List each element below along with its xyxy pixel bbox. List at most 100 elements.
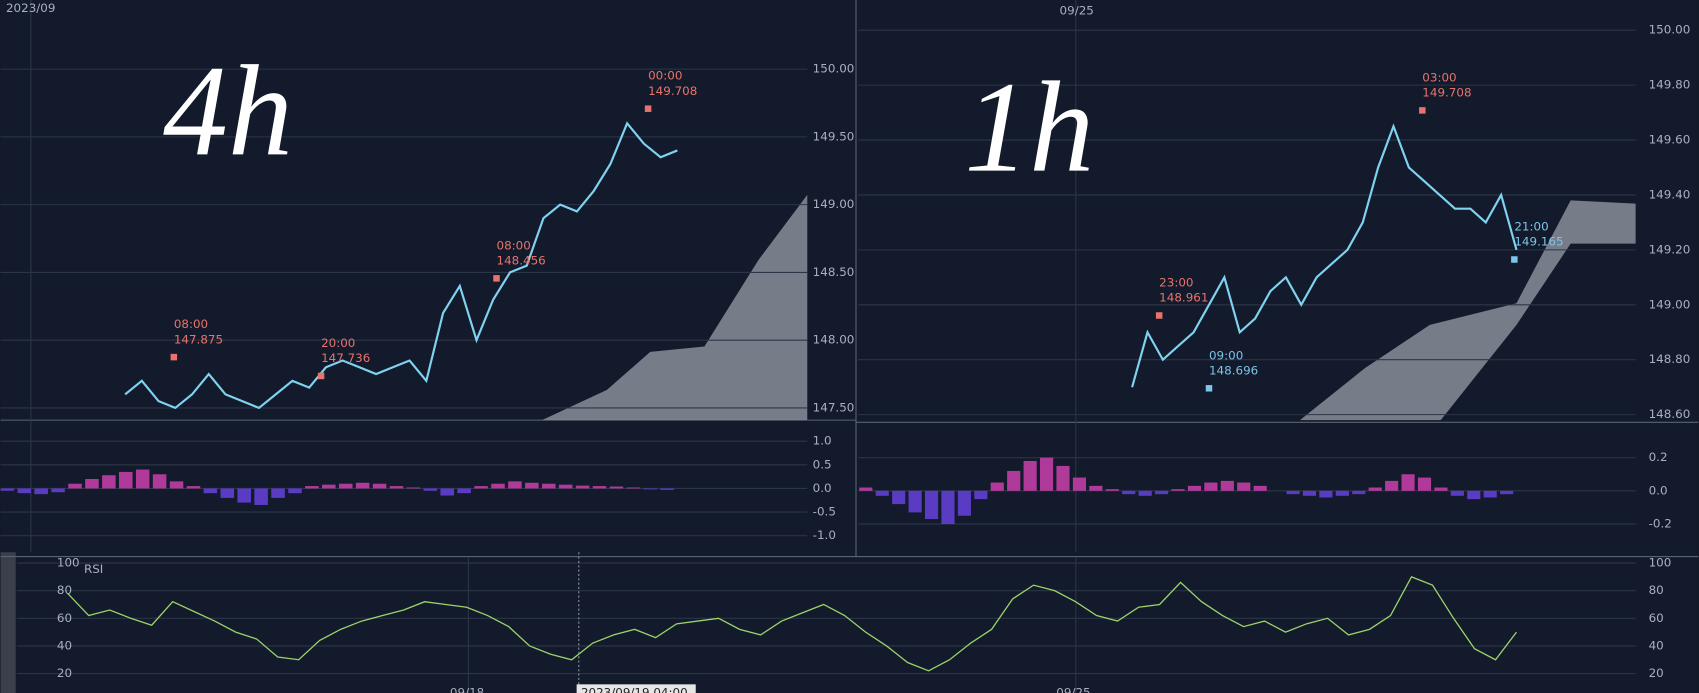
y-tick-label: 149.00 (813, 197, 855, 211)
annotation-time: 23:00 (1159, 276, 1193, 290)
date-label: 2023/09 (6, 1, 55, 15)
macd-bar (1483, 490, 1497, 498)
macd-bar (1220, 480, 1234, 491)
macd-bar (102, 475, 116, 489)
y-tick-label: -1.0 (813, 528, 836, 542)
handwriting: 1h (964, 56, 1094, 200)
y-tick-label: 148.60 (1649, 407, 1691, 421)
annotation-price: 148.961 (1159, 291, 1208, 305)
macd-bar (1500, 490, 1514, 495)
annotation-marker (1419, 107, 1426, 114)
macd-bar (626, 487, 641, 489)
macd-bar (51, 488, 65, 493)
annotation-marker (317, 372, 325, 380)
macd-bar (1385, 480, 1399, 491)
annotation-marker (1205, 385, 1213, 392)
macd-bar (1401, 474, 1415, 491)
annotation-marker (493, 275, 500, 282)
macd-bar (169, 481, 184, 489)
macd-bar (152, 474, 167, 489)
macd-bar (1319, 490, 1333, 498)
macd-bar (859, 487, 873, 491)
y-tick-label: 100 (57, 556, 80, 570)
macd-bar (68, 483, 82, 489)
x-label: 2023/09/19 04:00 (581, 685, 688, 693)
annotation-time: 21:00 (1514, 220, 1548, 234)
macd-bar (660, 488, 674, 490)
annotation-price: 148.696 (1209, 363, 1258, 377)
y-tick-label: 40 (57, 638, 72, 652)
macd-bar (941, 490, 955, 525)
y-tick-label: 60 (1649, 611, 1664, 625)
macd-bar (491, 483, 505, 489)
macd-bar (1253, 485, 1267, 491)
annotation-price: 149.708 (1422, 86, 1471, 100)
macd-bar (1450, 490, 1464, 496)
macd-bar (34, 488, 48, 495)
macd-bar (1171, 489, 1185, 491)
macd-bar (1286, 490, 1300, 495)
macd-bar (592, 486, 607, 489)
y-tick-label: 60 (57, 611, 72, 625)
macd-bar (908, 490, 922, 513)
y-tick-label: 20 (57, 666, 72, 680)
macd-bar (1155, 490, 1169, 495)
y-tick-label: 149.40 (1649, 187, 1691, 201)
macd-bar (1023, 460, 1037, 491)
annotation-time: 20:00 (321, 336, 355, 350)
macd-bar (875, 490, 889, 496)
y-tick-label: 149.60 (1649, 133, 1691, 147)
macd-bar (609, 486, 624, 489)
x-label: 09/25 (1056, 685, 1090, 693)
macd-bar (119, 471, 133, 489)
macd-bar (1072, 477, 1087, 491)
close-line (1131, 123, 1518, 388)
scroll-handle (0, 552, 16, 693)
macd-bar (1138, 490, 1152, 496)
macd-bar (474, 486, 488, 489)
y-tick-label: 147.50 (813, 400, 855, 414)
macd-bar (1187, 485, 1202, 491)
y-tick-label: 100 (1649, 556, 1672, 570)
macd-bar (1204, 482, 1218, 491)
macd-bar (643, 488, 658, 490)
y-tick-label: 20 (1649, 666, 1664, 680)
macd-bar (1302, 490, 1317, 496)
annotation-marker (1155, 312, 1163, 319)
macd-bar (525, 482, 539, 489)
annotation-time: 08:00 (497, 238, 531, 252)
macd-bar (508, 481, 522, 489)
macd-bar (1368, 487, 1382, 491)
macd-bar (85, 478, 99, 489)
macd-bar (288, 488, 302, 494)
date-label: 09/25 (1060, 3, 1094, 17)
annotation-time: 00:00 (648, 69, 682, 83)
x-label: 09/18 (450, 685, 484, 693)
annotation-price: 147.736 (321, 351, 370, 365)
y-tick-label: 0.0 (813, 481, 832, 495)
y-tick-label: 0.0 (1649, 483, 1668, 497)
macd-bar (1417, 477, 1432, 491)
annotation-price: 147.875 (174, 332, 223, 346)
y-tick-label: -0.2 (1649, 517, 1672, 531)
macd-bar (1352, 490, 1366, 495)
macd-bar (1237, 482, 1251, 491)
macd-bar (135, 469, 150, 489)
macd-bar (440, 488, 455, 496)
macd-bar (575, 485, 590, 489)
y-tick-label: 148.50 (813, 265, 855, 279)
y-tick-label: 148.00 (813, 333, 855, 347)
annotation-time: 08:00 (174, 317, 208, 331)
y-tick-label: 149.80 (1649, 78, 1691, 92)
macd-bar (17, 488, 32, 494)
rsi-line (67, 576, 1518, 672)
macd-bar (254, 488, 268, 505)
macd-bar (305, 486, 319, 489)
macd-bar (355, 482, 370, 489)
y-tick-label: 149.50 (813, 129, 855, 143)
macd-bar (186, 486, 201, 489)
macd-bar (322, 484, 336, 489)
macd-bar (0, 488, 15, 491)
